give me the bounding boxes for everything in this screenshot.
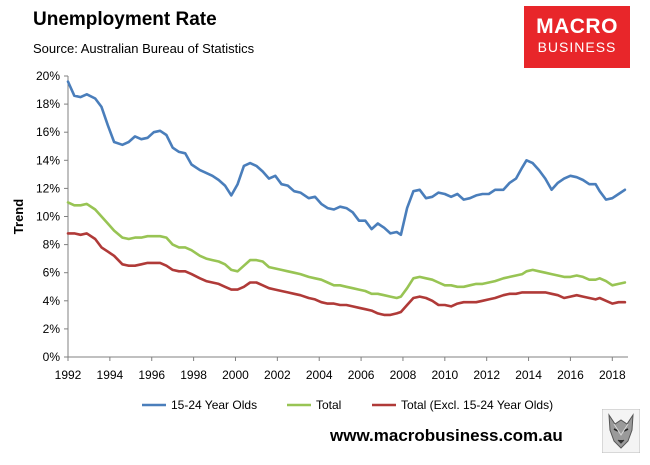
x-tick-label: 1996 — [138, 368, 165, 382]
y-axis-label: Trend — [11, 199, 26, 234]
x-tick-label: 1998 — [180, 368, 207, 382]
series-line-1 — [66, 80, 627, 237]
x-tick-label: 1992 — [55, 368, 82, 382]
chart-title: Unemployment Rate — [33, 9, 217, 30]
legend-label-3: Total (Excl. 15-24 Year Olds) — [401, 398, 553, 412]
y-tick-label: 4% — [43, 294, 61, 308]
y-tick-label: 16% — [36, 125, 60, 139]
series-line-2 — [66, 201, 627, 300]
macrobusiness-logo: MACRO BUSINESS — [524, 6, 630, 68]
y-tick-label: 10% — [36, 210, 60, 224]
x-tick-label: 2014 — [515, 368, 542, 382]
x-tick-label: 2006 — [348, 368, 375, 382]
x-tick-label: 2008 — [390, 368, 417, 382]
chart-source: Source: Australian Bureau of Statistics — [33, 41, 255, 56]
y-tick-label: 20% — [36, 69, 60, 83]
x-tick-label: 2004 — [306, 368, 333, 382]
y-tick-label: 14% — [36, 153, 60, 167]
x-tick-label: 2016 — [557, 368, 584, 382]
y-tick-label: 18% — [36, 97, 60, 111]
logo-line-2: BUSINESS — [537, 39, 617, 55]
logo-line-1: MACRO — [536, 15, 618, 38]
y-tick-label: 12% — [36, 181, 60, 195]
series-line-3 — [66, 232, 627, 317]
y-tick-label: 0% — [43, 350, 61, 364]
x-tick-label: 2012 — [473, 368, 500, 382]
wolf-mascot-icon — [602, 409, 640, 453]
y-tick-label: 6% — [43, 266, 61, 280]
legend-label-2: Total — [316, 398, 341, 412]
y-tick-label: 2% — [43, 322, 61, 336]
x-tick-label: 2000 — [222, 368, 249, 382]
x-tick-label: 2018 — [599, 368, 626, 382]
legend-label-1: 15-24 Year Olds — [171, 398, 257, 412]
y-tick-label: 8% — [43, 238, 61, 252]
x-tick-label: 1994 — [97, 368, 124, 382]
x-tick-label: 2002 — [264, 368, 291, 382]
x-tick-label: 2010 — [431, 368, 458, 382]
website-url: www.macrobusiness.com.au — [330, 426, 563, 445]
